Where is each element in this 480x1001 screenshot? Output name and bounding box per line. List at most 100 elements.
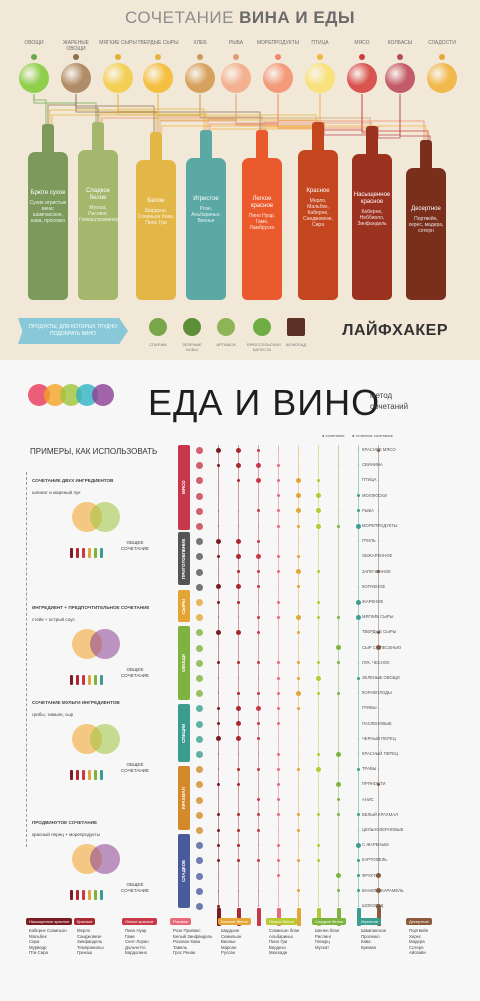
pairing-dot: [277, 798, 280, 802]
ingredient-icon: [196, 599, 203, 606]
ingredient-icon: [196, 872, 203, 880]
pairing-dot: [277, 631, 280, 634]
pairing-dot: [217, 753, 220, 755]
pairing-dot: [337, 859, 340, 862]
hard-to-pair-banner: ПРОДУКТЫ, ДЛЯ КОТОРЫХ ТРУДНО ПОДОБРАТЬ В…: [18, 318, 128, 344]
pairing-dot: [297, 798, 300, 801]
pairing-dot: [317, 661, 320, 665]
wine-varietal-name: Дольчетто: [125, 944, 146, 950]
pairing-dot: [337, 691, 340, 695]
ingredient-icon: [196, 477, 203, 485]
mini-bottle-icon: [82, 890, 85, 900]
category-band: МЯСО: [178, 445, 190, 530]
wine-column-line: [278, 445, 279, 907]
example-subtitle: грибы, тимьян, сыр: [32, 712, 74, 717]
pairing-dot: [357, 509, 360, 513]
pairing-dot: [317, 798, 320, 801]
wine-bottle-label: Легкое красное Пино Нуар, Гаме, Ламбруско: [243, 196, 281, 231]
wine-bottle-label: Брюте сухое Сухие игристые вина: шампанск…: [29, 190, 67, 224]
pairing-dot: [257, 525, 260, 527]
wine-bottle-icon: [216, 908, 221, 926]
wine-varietal-name: Мюскаде: [269, 950, 288, 956]
ingredient-icon: [196, 766, 203, 774]
wine-bottle-label: Красное Мерло, Мальбек, Каберне, Санджове…: [299, 188, 337, 228]
pairing-dot: [317, 722, 320, 725]
pairing-dot: [337, 464, 340, 466]
pairing-dot: [377, 798, 380, 801]
pairing-dot: [237, 494, 240, 497]
pairing-dot: [377, 448, 380, 452]
wine-varietal-name: Альбариньо: [269, 933, 294, 939]
category-band: КРАХМАЛ: [178, 766, 190, 830]
category-dot: [115, 54, 121, 60]
pairing-dot: [317, 449, 320, 451]
example-result: ОБЩЕЕ СОЧЕТАНИЕ: [120, 667, 150, 678]
pairing-dot: [217, 479, 220, 482]
pairing-dot: [337, 540, 340, 542]
food-photo-icon: [263, 63, 293, 93]
pairing-dot: [337, 661, 340, 665]
mini-bottle-icon: [94, 770, 97, 780]
pairing-dot: [236, 721, 241, 727]
pairing-dot: [256, 705, 261, 711]
pairing-dot: [377, 525, 380, 527]
pairing-dot: [236, 447, 241, 453]
wine-bottle-icon: [296, 908, 301, 926]
pairing-dot: [236, 736, 241, 742]
category-band: СЛАДКОЕ: [178, 834, 190, 908]
chart-subtitle: метод сочетаний: [370, 391, 409, 411]
category-band: СПЕЦИИ: [178, 704, 190, 762]
mini-bottle-icon: [100, 675, 103, 685]
ingredient-row-label: ПРЯНОСТИ: [362, 781, 386, 787]
pairing-dot: [256, 462, 261, 468]
pairing-dot: [236, 584, 241, 590]
pairing-dot: [337, 844, 340, 846]
wine-varietal-name: Сира: [29, 939, 40, 945]
example-title: ИНГРЕДИЕНТ + ПРЕДПОЧТИТЕЛЬНОЕ СОЧЕТАНИЕ: [32, 605, 150, 610]
pairing-dot: [297, 524, 300, 528]
pairing-dot: [317, 752, 320, 756]
wine-column-line: [358, 445, 359, 907]
pairing-dot: [316, 493, 321, 499]
mini-bottle-icon: [82, 770, 85, 780]
ingredient-row-label: ЗЕЛЕНЫЕ ОВОЩИ: [362, 675, 400, 680]
pairing-dot: [217, 828, 220, 832]
food-photo-icon: [347, 63, 377, 93]
wine-varietal-name: Мускат: [315, 944, 330, 950]
pairing-dot: [297, 905, 300, 907]
pairing-dot: [217, 890, 220, 892]
wine-type-name: Насыщенное красное: [353, 192, 391, 205]
wine-varietal-name: Шардоне: [221, 928, 240, 933]
pairing-dot: [297, 753, 300, 755]
pairing-dot: [337, 722, 340, 725]
wine-varietal-name: Рислинг: [315, 933, 332, 939]
example-subtitle: шпинат и жареный лук: [32, 490, 81, 495]
hard-food-icon: [217, 318, 235, 336]
ingredient-row-label: СВИНИНА: [362, 462, 383, 468]
category-band: ПРИГОТОВЛЕНИЕ: [178, 532, 190, 585]
mini-bottle-icon: [70, 890, 73, 900]
wine-varietal-name: Пино Нуар: [125, 928, 147, 933]
wine-varietal-name: Мальбек: [29, 933, 47, 939]
wine-category-tag: Насыщенное красное: [26, 918, 73, 925]
mini-bottle-icon: [88, 675, 91, 685]
pairing-dot: [357, 767, 360, 771]
pairing-dot: [237, 753, 240, 755]
pairing-dot: [296, 614, 301, 620]
wine-column-line: [218, 445, 219, 907]
ingredient-icon: [196, 827, 203, 834]
pairing-dot: [277, 691, 280, 695]
wine-type-desc: Портвейн, херес, мадера, сотерн: [408, 216, 444, 234]
pairing-dot: [297, 813, 300, 817]
wine-bottle: [242, 158, 282, 300]
ingredient-row-label: МОРЕПРОДУКТЫ: [362, 523, 398, 528]
pairing-dot: [297, 601, 300, 603]
pairing-dot: [277, 554, 280, 558]
mini-bottle-icon: [94, 890, 97, 900]
ingredient-row-label: ПАСЛЕНОВЫЕ: [362, 720, 392, 726]
pairing-dot: [297, 540, 300, 542]
pairing-dot: [296, 477, 301, 483]
wine-bottle: [28, 152, 68, 300]
wine-varietal-name: Розовое Кава: [173, 939, 201, 945]
pairing-dot: [237, 600, 240, 604]
